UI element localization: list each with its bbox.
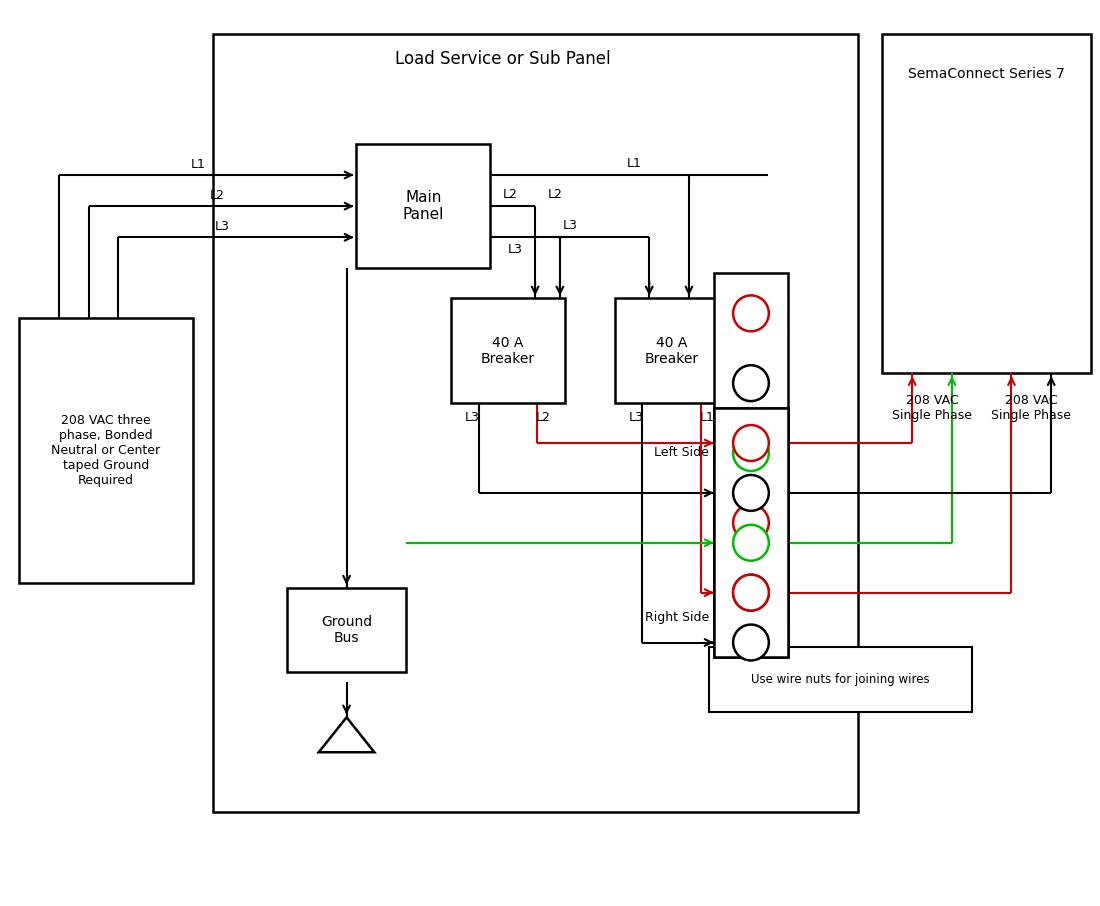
Text: 208 VAC three
phase, Bonded
Neutral or Center
taped Ground
Required: 208 VAC three phase, Bonded Neutral or C…	[52, 414, 161, 487]
Text: L3: L3	[508, 243, 522, 255]
Circle shape	[733, 365, 769, 401]
Circle shape	[733, 435, 769, 471]
Text: SemaConnect Series 7: SemaConnect Series 7	[909, 67, 1065, 81]
Text: Main
Panel: Main Panel	[403, 190, 444, 222]
Text: L2: L2	[548, 188, 562, 200]
Text: 40 A
Breaker: 40 A Breaker	[645, 335, 698, 366]
Circle shape	[733, 475, 769, 511]
Bar	[356, 144, 491, 268]
Bar	[708, 648, 971, 712]
Text: L1: L1	[627, 157, 641, 169]
Circle shape	[733, 425, 769, 461]
Circle shape	[733, 574, 769, 611]
Text: L3: L3	[562, 219, 578, 232]
Text: 40 A
Breaker: 40 A Breaker	[481, 335, 535, 366]
Text: Right Side: Right Side	[645, 611, 708, 624]
Bar	[19, 318, 192, 583]
Bar	[714, 274, 789, 622]
Text: L3: L3	[629, 410, 644, 424]
Text: Use wire nuts for joining wires: Use wire nuts for joining wires	[751, 673, 930, 687]
Text: L2: L2	[503, 188, 518, 200]
Text: L2: L2	[536, 410, 550, 424]
Text: Ground
Bus: Ground Bus	[321, 615, 372, 645]
Text: L3: L3	[465, 410, 480, 424]
Bar	[714, 408, 789, 658]
Text: 208 VAC
Single Phase: 208 VAC Single Phase	[991, 394, 1071, 422]
Circle shape	[733, 574, 769, 611]
Bar	[212, 34, 858, 812]
Circle shape	[733, 505, 769, 541]
Text: Load Service or Sub Panel: Load Service or Sub Panel	[395, 50, 610, 68]
Bar	[882, 34, 1091, 373]
Text: 208 VAC
Single Phase: 208 VAC Single Phase	[892, 394, 972, 422]
Circle shape	[733, 295, 769, 332]
Circle shape	[733, 525, 769, 561]
Bar	[287, 588, 406, 672]
Text: L1: L1	[700, 410, 714, 424]
Bar	[615, 298, 728, 403]
Bar	[714, 408, 789, 658]
Bar	[451, 298, 565, 403]
Circle shape	[733, 624, 769, 660]
Text: L2: L2	[210, 188, 225, 202]
Text: Left Side: Left Side	[653, 447, 708, 459]
Text: L3: L3	[216, 220, 230, 233]
Bar	[714, 308, 789, 658]
Text: L1: L1	[190, 158, 205, 170]
